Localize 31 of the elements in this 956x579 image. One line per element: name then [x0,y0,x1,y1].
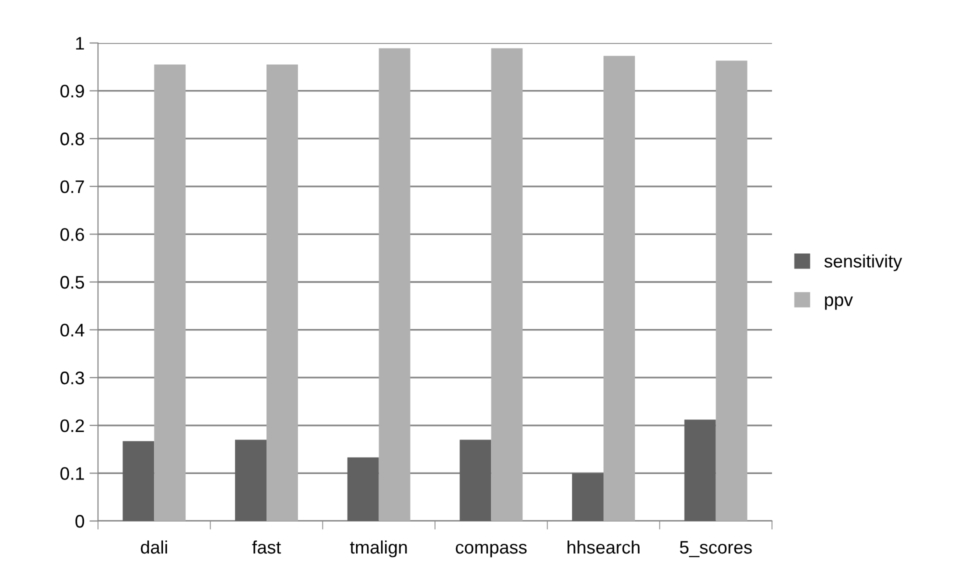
y-tick-label: 0.5 [60,276,84,289]
bar [122,441,154,521]
y-tick-label: 0.9 [60,84,84,98]
y-tick-label: 0.4 [60,324,84,337]
bar [684,420,716,521]
y-tick-label: 0.3 [60,372,84,384]
x-tick-label: dali [140,540,168,554]
y-tick-label: 0.2 [60,419,84,432]
x-tick-label: 5_scores [680,541,752,558]
bar [235,440,266,521]
bar [154,64,186,521]
bar [460,440,492,521]
x-tick-label: fast [252,540,281,554]
bar [266,64,298,521]
y-tick-label: 0.1 [60,467,84,480]
y-tick-label: 0 [75,514,84,528]
x-tick-label: tmalign [350,540,407,558]
y-tick-label: 0.6 [60,228,84,241]
y-tick-label: 0.7 [60,180,84,194]
y-tick-label: 1 [76,37,84,50]
bar [604,56,635,521]
bar [716,60,748,521]
bar [491,48,523,521]
bar [572,473,604,521]
bar [378,48,410,521]
legend-label: ppv [825,296,853,310]
y-tick-label: 0.8 [60,132,84,146]
x-tick-label: hhsearch [568,540,640,554]
bar [347,457,379,521]
x-tick-label: compass [456,544,527,558]
legend-label: sensitivity [824,254,902,272]
